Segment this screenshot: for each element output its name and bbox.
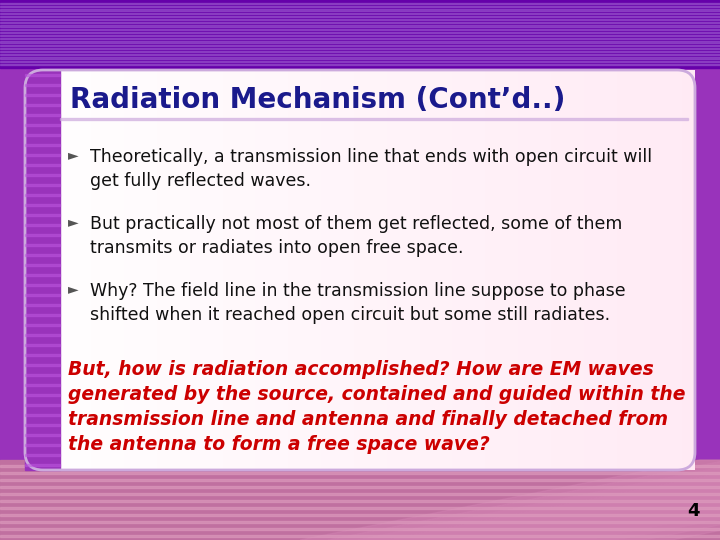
Bar [25,324,60,326]
Text: Why? The field line in the transmission line suppose to phase
shifted when it re: Why? The field line in the transmission … [90,282,626,325]
Bar [25,164,60,165]
Text: ►: ► [68,148,78,162]
Text: Theoretically, a transmission line that ends with open circuit will
get fully re: Theoretically, a transmission line that … [90,148,652,190]
Bar [0,35,720,36]
Bar [0,25,720,26]
Bar [0,521,720,523]
Polygon shape [328,460,720,540]
Polygon shape [300,460,720,540]
Bar [25,114,60,116]
Bar [25,204,60,206]
Bar [25,454,60,456]
Bar [25,70,60,470]
Bar [25,264,60,266]
Bar [0,507,720,509]
Polygon shape [356,460,720,540]
Bar [25,214,60,215]
Bar [0,0,720,68]
Bar [25,444,60,446]
Bar [0,9,720,11]
Bar [25,314,60,315]
Polygon shape [468,460,720,540]
Bar [0,460,720,540]
Bar [25,294,60,295]
Bar [25,274,60,275]
Bar [25,344,60,346]
Bar [25,174,60,176]
Bar [0,12,720,14]
Bar [25,334,60,335]
Bar [0,32,720,33]
Bar [25,384,60,386]
Bar [25,254,60,255]
Bar [0,528,720,530]
Bar [0,6,720,8]
Bar [25,104,60,105]
Bar [25,94,60,96]
Bar [25,464,60,465]
Text: generated by the source, contained and guided within the: generated by the source, contained and g… [68,385,685,404]
Bar [0,514,720,516]
Bar [0,3,720,4]
Bar [0,48,720,49]
Bar [0,51,720,52]
Text: ►: ► [68,215,78,229]
Bar [0,16,720,17]
Bar [25,374,60,375]
Bar [25,354,60,355]
Polygon shape [496,460,720,540]
Bar [25,404,60,406]
Polygon shape [384,460,720,540]
Bar [0,29,720,30]
Bar [25,244,60,246]
Bar [60,118,688,119]
Bar [60,72,690,120]
Bar [25,134,60,136]
Bar [0,64,720,65]
Bar [25,184,60,186]
Bar [25,434,60,435]
Bar [25,224,60,226]
Bar [25,394,60,395]
Polygon shape [524,460,720,540]
Bar [25,424,60,426]
Bar [25,144,60,145]
Bar [25,304,60,306]
Text: transmission line and antenna and finally detached from: transmission line and antenna and finall… [68,410,668,429]
Bar [25,194,60,195]
Bar [25,74,60,76]
Bar [0,465,720,467]
Text: the antenna to form a free space wave?: the antenna to form a free space wave? [68,435,490,454]
Text: Radiation Mechanism (Cont’d..): Radiation Mechanism (Cont’d..) [70,86,565,114]
Text: But, how is radiation accomplished? How are EM waves: But, how is radiation accomplished? How … [68,360,654,379]
Bar [0,493,720,495]
Bar [25,84,60,85]
Polygon shape [412,460,720,540]
Bar [0,500,720,502]
Text: ►: ► [68,282,78,296]
Text: 4: 4 [688,502,700,520]
Bar [25,124,60,125]
Bar [25,414,60,415]
Text: But practically not most of them get reflected, some of them
transmits or radiat: But practically not most of them get ref… [90,215,622,257]
Polygon shape [440,460,720,540]
Bar [25,154,60,156]
Bar [0,54,720,56]
Polygon shape [552,460,720,540]
Bar [0,19,720,20]
Bar [0,22,720,23]
Bar [0,479,720,481]
Bar [0,45,720,46]
Bar [25,234,60,235]
Bar [25,284,60,286]
Bar [0,60,720,62]
Bar [25,364,60,366]
Bar [0,472,720,474]
Bar [0,38,720,39]
Bar [0,57,720,59]
Bar [0,42,720,43]
Bar [0,535,720,537]
Bar [0,486,720,488]
